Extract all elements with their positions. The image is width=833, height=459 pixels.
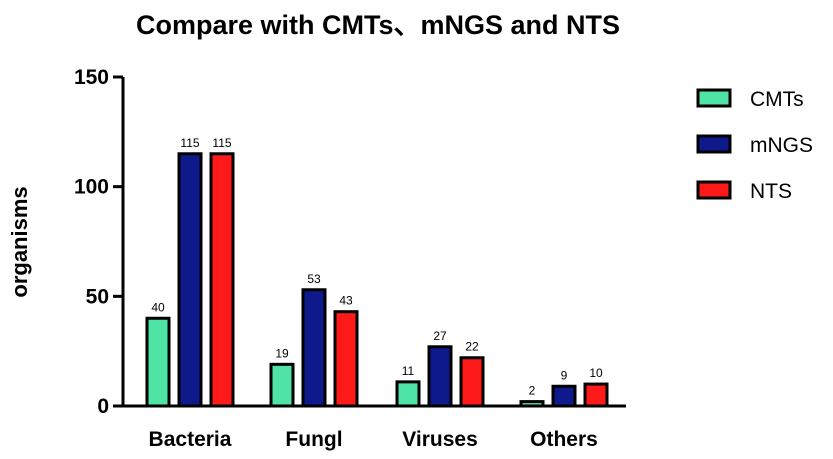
bar-cmts-bacteria bbox=[145, 316, 171, 408]
x-tick-label: Others bbox=[530, 428, 598, 451]
x-tick-label: Fungl bbox=[285, 428, 342, 451]
bar-nts-bacteria bbox=[209, 152, 235, 408]
data-label: 115 bbox=[212, 136, 231, 150]
y-axis-label: organisms bbox=[7, 186, 32, 297]
bar-cmts-others bbox=[519, 400, 545, 408]
bar-mngs-others bbox=[551, 384, 577, 408]
legend-swatch-nts bbox=[696, 180, 732, 200]
x-tick-label: Viruses bbox=[402, 428, 478, 451]
bar-cmts-viruses bbox=[395, 380, 421, 408]
legend-swatch-cmts bbox=[696, 88, 732, 108]
legend-label-nts: NTS bbox=[750, 180, 792, 203]
bar-nts-others bbox=[583, 382, 609, 408]
data-label: 53 bbox=[307, 272, 321, 286]
bar-nts-viruses bbox=[459, 356, 485, 408]
data-label: 9 bbox=[561, 368, 568, 382]
legend-label-cmts: CMTs bbox=[750, 88, 804, 111]
bar-mngs-viruses bbox=[427, 345, 453, 408]
data-label: 115 bbox=[180, 136, 199, 150]
data-label: 43 bbox=[339, 294, 353, 308]
data-label: 10 bbox=[589, 366, 603, 380]
plot-area: 0 50 100 150 Bacteria 40 115 115 Fungl 19 53 43 Viru… bbox=[74, 66, 626, 451]
legend: CMTs mNGS NTS bbox=[696, 88, 813, 203]
bar-nts-fungl bbox=[333, 310, 359, 408]
chart-title: Compare with CMTs、mNGS and NTS bbox=[136, 10, 620, 40]
y-tick-label: 0 bbox=[97, 395, 109, 418]
bar-mngs-fungl bbox=[301, 288, 327, 408]
y-tick-label: 100 bbox=[74, 176, 109, 199]
x-tick-label: Bacteria bbox=[149, 428, 232, 451]
data-label: 22 bbox=[465, 340, 479, 354]
legend-label-mngs: mNGS bbox=[750, 134, 813, 157]
legend-swatch-mngs bbox=[696, 134, 732, 154]
y-tick-label: 50 bbox=[86, 285, 109, 308]
y-tick-label: 150 bbox=[74, 66, 109, 89]
data-label: 2 bbox=[529, 384, 536, 398]
data-label: 40 bbox=[151, 300, 165, 314]
data-label: 27 bbox=[433, 329, 447, 343]
bar-cmts-fungl bbox=[269, 362, 295, 408]
data-label: 11 bbox=[402, 364, 415, 378]
data-label: 19 bbox=[275, 346, 289, 360]
bar-mngs-bacteria bbox=[177, 152, 203, 408]
